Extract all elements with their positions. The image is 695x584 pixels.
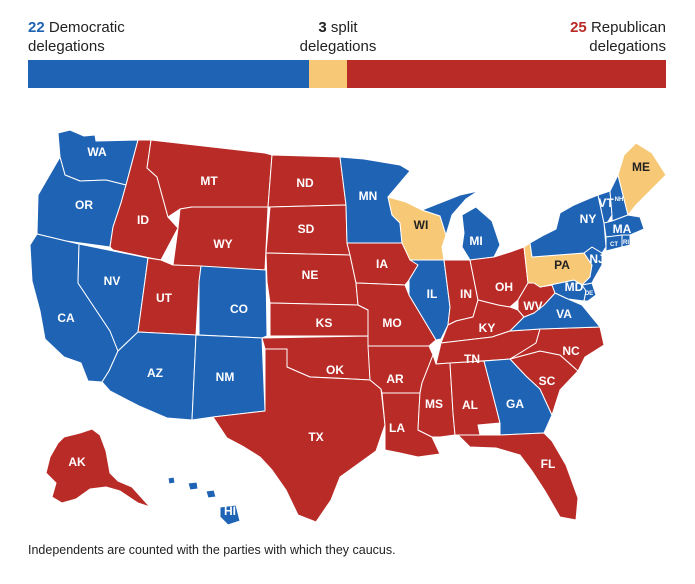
state-label-pa: PA bbox=[554, 258, 570, 272]
state-label-ut: UT bbox=[156, 291, 173, 305]
state-label-nc: NC bbox=[562, 344, 580, 358]
legend-democratic: 22 Democratic delegations bbox=[28, 18, 125, 56]
state-label-co: CO bbox=[230, 302, 248, 316]
state-label-ma: MA bbox=[613, 222, 632, 236]
state-label-hi: HI bbox=[224, 504, 236, 518]
state-label-nv: NV bbox=[104, 274, 121, 288]
legend-republican: 25 Republican delegations bbox=[570, 18, 666, 56]
state-label-id: ID bbox=[137, 213, 149, 227]
state-label-ms: MS bbox=[425, 397, 443, 411]
bar-segment-democratic bbox=[28, 60, 309, 88]
footnote: Independents are counted with the partie… bbox=[28, 543, 396, 557]
state-label-tx: TX bbox=[308, 430, 323, 444]
state-label-ca: CA bbox=[57, 311, 75, 325]
us-map-svg: WA OR CA NV ID MT WY UT AZ CO NM ND SD NE KS OK TX MN IA MO… bbox=[29, 129, 667, 526]
state-label-nj: NJ bbox=[589, 252, 604, 266]
state-wi bbox=[387, 196, 447, 261]
state-label-ri: RI bbox=[623, 240, 629, 246]
us-map: WA OR CA NV ID MT WY UT AZ CO NM ND SD NE KS OK TX MN IA MO… bbox=[0, 95, 695, 535]
state-label-fl: FL bbox=[541, 457, 556, 471]
state-label-wi: WI bbox=[414, 218, 429, 232]
state-label-wy: WY bbox=[213, 237, 232, 251]
state-label-nh: NH bbox=[615, 197, 624, 203]
state-label-il: IL bbox=[427, 287, 438, 301]
state-label-or: OR bbox=[75, 198, 93, 212]
state-label-mt: MT bbox=[200, 174, 218, 188]
state-label-sd: SD bbox=[298, 222, 315, 236]
democratic-count: 22 bbox=[28, 19, 45, 36]
state-label-ar: AR bbox=[386, 372, 404, 386]
state-label-tn: TN bbox=[464, 352, 480, 366]
state-me bbox=[617, 142, 667, 216]
bar-segment-republican bbox=[346, 60, 666, 88]
state-label-az: AZ bbox=[147, 366, 163, 380]
state-label-md: MD bbox=[565, 280, 584, 294]
state-label-la: LA bbox=[389, 421, 405, 435]
state-label-ia: IA bbox=[376, 257, 388, 271]
state-label-vt: VT bbox=[598, 196, 614, 210]
state-tx bbox=[212, 348, 386, 523]
legend: 22 Democratic delegations 3 split delega… bbox=[28, 18, 666, 88]
state-label-mi: MI bbox=[469, 234, 482, 248]
state-label-mo: MO bbox=[382, 316, 401, 330]
split-count: 3 bbox=[318, 19, 327, 36]
state-label-al: AL bbox=[462, 398, 478, 412]
state-label-de: DE bbox=[585, 291, 593, 297]
state-label-ne: NE bbox=[302, 268, 319, 282]
state-label-nm: NM bbox=[216, 370, 235, 384]
state-label-ak: AK bbox=[68, 455, 86, 469]
republican-label-line1: Republican bbox=[590, 19, 666, 36]
state-ny bbox=[529, 194, 607, 258]
state-hi bbox=[167, 476, 241, 526]
split-label-line1: split bbox=[330, 19, 358, 36]
state-label-ny: NY bbox=[580, 212, 597, 226]
state-label-ga: GA bbox=[506, 397, 524, 411]
state-label-va: VA bbox=[556, 307, 572, 321]
split-label-line2: delegations bbox=[299, 38, 377, 55]
democratic-label-line1: Democratic bbox=[48, 19, 125, 36]
state-label-ct: CT bbox=[610, 242, 618, 248]
state-nc bbox=[509, 326, 605, 372]
legend-split: 3 split delegations bbox=[258, 18, 418, 56]
state-label-me: ME bbox=[632, 160, 650, 174]
delegation-bar bbox=[28, 60, 666, 88]
democratic-label-line2: delegations bbox=[28, 38, 105, 55]
bar-segment-split bbox=[308, 60, 347, 88]
state-label-ok: OK bbox=[326, 363, 344, 377]
state-vt bbox=[597, 190, 613, 226]
state-label-mn: MN bbox=[359, 189, 378, 203]
state-label-sc: SC bbox=[539, 374, 556, 388]
state-label-oh: OH bbox=[495, 280, 513, 294]
state-ri bbox=[621, 234, 631, 248]
state-fl bbox=[457, 432, 579, 521]
state-label-ky: KY bbox=[479, 321, 496, 335]
state-label-ks: KS bbox=[316, 316, 333, 330]
state-label-nd: ND bbox=[296, 176, 314, 190]
republican-count: 25 bbox=[570, 19, 587, 36]
state-label-wa: WA bbox=[87, 145, 107, 159]
state-label-wv: WV bbox=[523, 299, 542, 313]
state-label-in: IN bbox=[460, 287, 472, 301]
state-ak bbox=[45, 428, 151, 508]
republican-label-line2: delegations bbox=[589, 38, 666, 55]
